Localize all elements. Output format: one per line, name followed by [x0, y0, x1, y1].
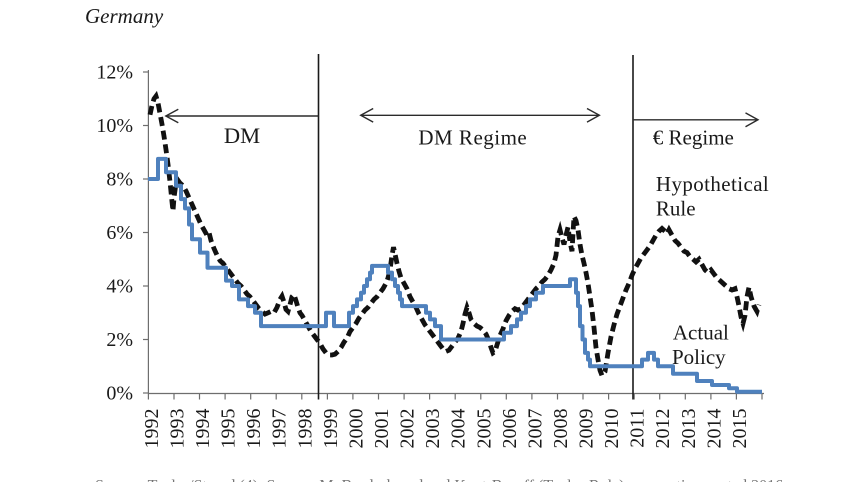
svg-text:Rule: Rule	[656, 197, 696, 221]
svg-text:€ Regime: € Regime	[653, 126, 734, 150]
svg-text:1993: 1993	[167, 409, 189, 449]
svg-text:Hypothetical: Hypothetical	[656, 172, 769, 196]
svg-text:1998: 1998	[294, 409, 316, 449]
svg-text:1992: 1992	[141, 409, 163, 449]
svg-text:2013: 2013	[678, 409, 700, 449]
svg-text:2007: 2007	[524, 409, 546, 449]
svg-text:10%: 10%	[96, 115, 133, 137]
svg-text:2004: 2004	[448, 409, 470, 449]
svg-text:2003: 2003	[422, 409, 444, 449]
svg-text:DM: DM	[224, 123, 260, 148]
svg-text:4%: 4%	[106, 276, 133, 298]
svg-text:8%: 8%	[106, 169, 133, 191]
svg-text:2009: 2009	[576, 409, 598, 449]
svg-text:6%: 6%	[106, 222, 133, 244]
svg-text:Policy: Policy	[672, 345, 726, 369]
svg-text:2%: 2%	[106, 329, 133, 351]
svg-text:1999: 1999	[320, 409, 342, 449]
svg-text:1995: 1995	[218, 409, 240, 449]
svg-text:2006: 2006	[499, 409, 521, 449]
svg-text:2014: 2014	[703, 409, 725, 449]
svg-text:1994: 1994	[192, 409, 214, 449]
svg-text:1996: 1996	[243, 409, 265, 449]
svg-text:2011: 2011	[627, 409, 649, 448]
svg-text:DM Regime: DM Regime	[418, 126, 527, 150]
svg-text:2002: 2002	[397, 409, 419, 449]
svg-text:2012: 2012	[652, 409, 674, 449]
svg-text:1997: 1997	[269, 409, 291, 449]
svg-text:2001: 2001	[371, 409, 393, 449]
svg-text:2005: 2005	[473, 409, 495, 449]
svg-text:Source: Taylor/Stuard (4); Sou: Source: Taylor/Stuard (4); Source: M. Bo…	[95, 478, 783, 483]
svg-text:2000: 2000	[345, 409, 367, 449]
svg-text:2010: 2010	[601, 409, 623, 449]
svg-text:0%: 0%	[106, 383, 133, 405]
svg-text:2008: 2008	[550, 409, 572, 449]
svg-text:Germany: Germany	[85, 4, 164, 28]
svg-text:12%: 12%	[96, 62, 133, 84]
svg-text:2015: 2015	[729, 409, 751, 449]
svg-text:Actual: Actual	[673, 321, 729, 345]
